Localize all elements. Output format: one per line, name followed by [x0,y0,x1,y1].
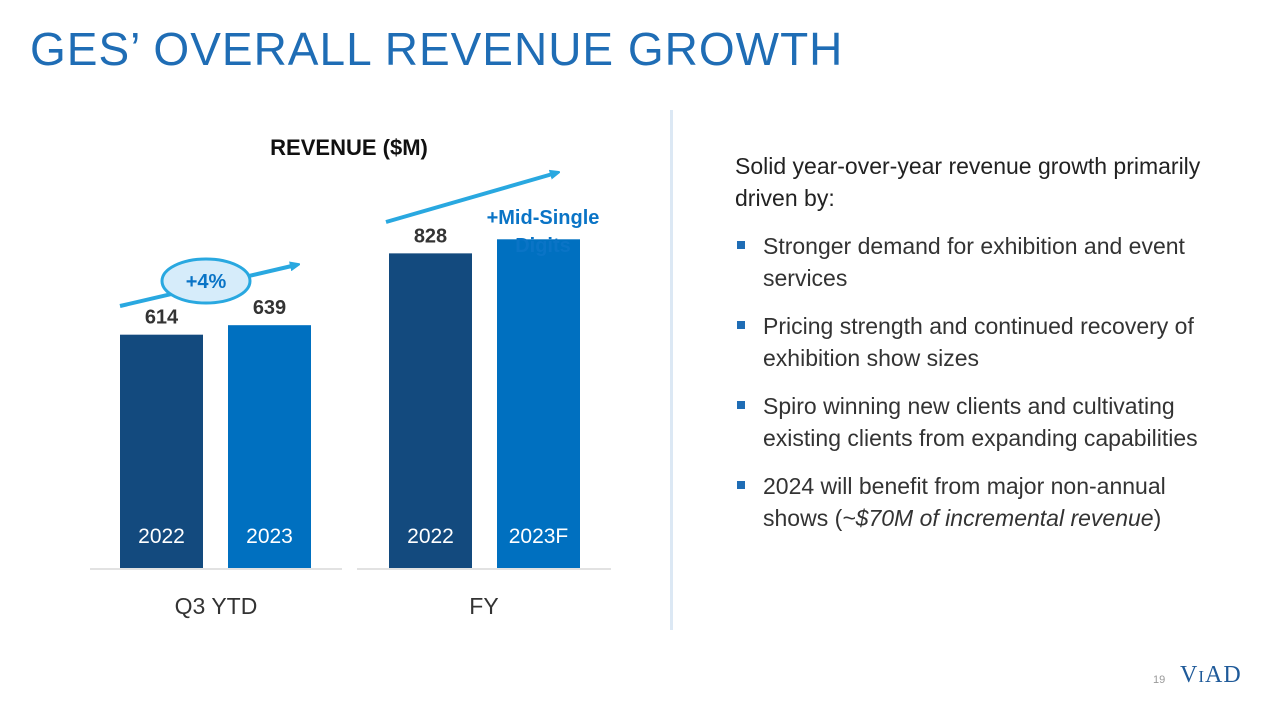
square-bullet-icon [737,241,745,249]
bar-value-label: 639 [253,297,286,319]
bullet-text-italic: ~$70M of incremental revenue [842,505,1154,531]
bar-category-label: 2023 [246,525,293,548]
bar [497,239,580,569]
page-number: 19 [1153,674,1166,686]
square-bullet-icon [737,321,745,329]
square-bullet-icon [737,481,745,489]
growth-label: Digits [515,235,571,257]
revenue-chart: REVENUE ($M) Q3 YTD 2022 614 2023 639 FY 2022 82… [90,135,611,619]
bullet-text: Spiro winning new clients and cultivatin… [763,393,1198,451]
bar [228,325,311,568]
bullet-text-after: ) [1153,505,1162,531]
column-divider [670,110,673,630]
square-bullet-icon [737,401,745,409]
growth-label: +4% [186,271,227,293]
bullet-item: Pricing strength and continued recovery … [735,310,1235,374]
bar-value-label: 828 [414,225,447,247]
bar [389,253,472,569]
bullet-item: Spiro winning new clients and cultivatin… [735,390,1235,454]
bullet-text: 2024 will benefit from major non-annual … [763,473,1166,531]
growth-badge [160,257,252,305]
group-label: Q3 YTD [175,593,258,619]
commentary-intro: Solid year-over-year revenue growth prim… [735,153,1201,211]
growth-label: +Mid-Single [487,207,600,229]
commentary-bullets: Stronger demand for exhibition and event… [735,230,1235,534]
bullet-text: Pricing strength and continued recovery … [763,313,1194,371]
bar-value-label: 614 [145,307,179,329]
slide-title: GES’ OVERALL REVENUE GROWTH [30,23,844,75]
bar-category-label: 2022 [407,525,454,548]
commentary-panel: Solid year-over-year revenue growth prim… [735,150,1235,550]
bar [120,334,203,568]
chart-title: REVENUE ($M) [270,135,428,160]
bar-category-label: 2023F [509,525,569,548]
group-label: FY [469,593,498,619]
bullet-text: Stronger demand for exhibition and event… [763,233,1185,291]
bar-category-label: 2022 [138,525,185,548]
bullet-item: Stronger demand for exhibition and event… [735,230,1235,294]
bullet-item: 2024 will benefit from major non-annual … [735,470,1235,534]
growth-arrow [385,173,556,224]
viad-logo: VIAD [1180,662,1242,688]
